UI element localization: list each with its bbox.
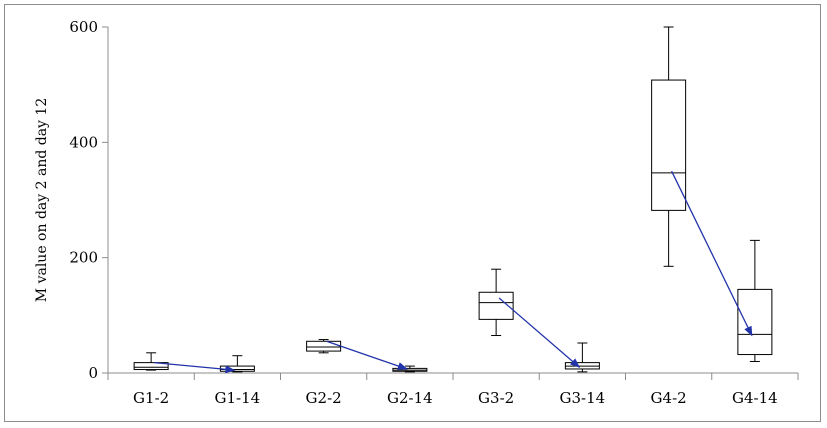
- iqr-box: [133, 362, 169, 371]
- y-tick-label: 600: [69, 18, 98, 36]
- x-axis: G1-2 G1-14 G2-2 G2-14 G3-2 G3-14 G4-2 G4-14: [107, 372, 799, 407]
- chart-frame: [4, 4, 821, 422]
- x-category-label: G3-2: [478, 389, 514, 407]
- box-plot-g3-2: [478, 268, 514, 337]
- box-plot-g2-2: [306, 339, 342, 354]
- x-category-label: G2-14: [387, 389, 433, 407]
- x-category-label: G3-14: [560, 389, 606, 407]
- x-category-label: G1-14: [215, 389, 261, 407]
- box-series: [133, 26, 773, 373]
- box-plot-g4-14: [737, 239, 773, 362]
- iqr-box: [306, 340, 342, 352]
- iqr-box: [737, 288, 773, 356]
- box-plot-g1-2: [133, 352, 169, 371]
- box-plot-g3-14: [564, 342, 600, 373]
- x-category-label: G2-2: [306, 389, 342, 407]
- x-category-label: G1-2: [133, 389, 169, 407]
- trend-arrow: [671, 170, 753, 337]
- y-axis: 0 200 400 600: [69, 18, 109, 382]
- trend-arrow: [498, 297, 581, 368]
- y-tick-label: 0: [88, 364, 98, 382]
- y-tick-label: 200: [69, 249, 98, 267]
- box-plot-g2-14: [392, 365, 428, 373]
- arrow-annotations: [154, 170, 753, 374]
- box-plot-g4-2: [651, 26, 687, 267]
- x-category-label: G4-14: [732, 389, 778, 407]
- trend-arrow: [154, 361, 236, 374]
- x-category-label: G4-2: [651, 389, 687, 407]
- y-tick-label: 400: [69, 133, 98, 151]
- y-axis-title: M value on day 2 and day 12: [34, 98, 50, 302]
- trend-arrow: [326, 340, 408, 370]
